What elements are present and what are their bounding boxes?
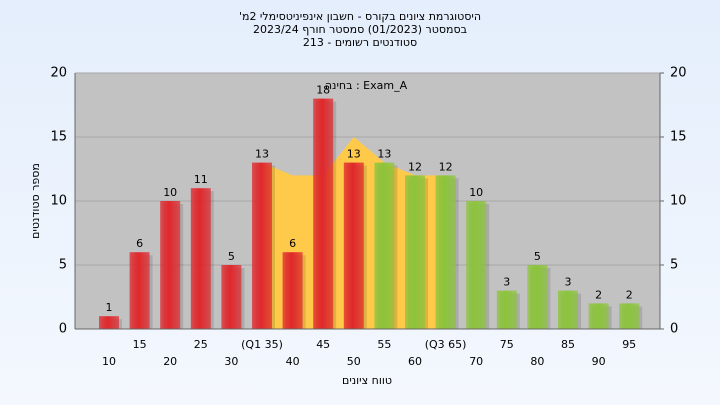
data-label: 13 [347, 148, 361, 161]
chart-title: היסטוגרמת ציונים בקורס - חשבון אינפיניטס… [239, 10, 481, 23]
bar [282, 252, 303, 329]
y2-tick-label: 5 [670, 258, 678, 273]
bar [252, 162, 272, 329]
bar [313, 98, 334, 329]
annotation: בחינה : Exam_A [325, 79, 408, 92]
data-label: 12 [408, 160, 422, 173]
data-label: 11 [194, 173, 208, 186]
data-label: 2 [595, 288, 602, 301]
data-label: 18 [316, 84, 330, 97]
bar [129, 252, 150, 329]
y2-tick-label: 0 [670, 322, 678, 337]
bar [343, 162, 364, 329]
x-tick-label: 40 [286, 355, 300, 368]
data-label: 12 [439, 160, 453, 173]
x-tick-label: 75 [500, 338, 514, 351]
bar [374, 162, 395, 329]
data-label: 13 [377, 148, 391, 161]
bar [99, 316, 119, 329]
x-tick-label: 60 [408, 355, 422, 368]
bar [160, 201, 181, 329]
bar [496, 290, 517, 329]
y-tick-label: 20 [50, 66, 67, 81]
y-tick-label: 10 [50, 194, 67, 209]
data-label: 10 [469, 186, 483, 199]
data-label: 5 [228, 250, 235, 263]
y-axis-label: מספר סטודנטים [29, 163, 42, 239]
data-label: 2 [626, 288, 633, 301]
y2-tick-label: 20 [670, 66, 687, 81]
x-tick-label: 55 [377, 338, 391, 351]
x-tick-label: 20 [163, 355, 177, 368]
x-tick-label: 90 [592, 355, 606, 368]
y-tick-label: 0 [59, 322, 67, 337]
bar [435, 175, 456, 329]
bar [558, 290, 578, 329]
x-tick-label: 95 [622, 338, 636, 351]
y-tick-label: 15 [50, 130, 67, 145]
x-tick-label: 50 [347, 355, 361, 368]
bar [619, 303, 640, 329]
data-label: 6 [136, 237, 143, 250]
bar [190, 188, 211, 329]
x-tick-label: 85 [561, 338, 575, 351]
data-label: 13 [255, 148, 269, 161]
x-tick-label: 30 [224, 355, 238, 368]
y-tick-label: 5 [59, 258, 67, 273]
x-tick-label: 25 [194, 338, 208, 351]
y2-tick-label: 15 [670, 130, 687, 145]
x-tick-label: (Q3 65) [425, 338, 467, 351]
x-tick-label: 10 [102, 355, 116, 368]
bar [466, 201, 487, 329]
x-tick-label: 45 [316, 338, 330, 351]
data-label: 6 [289, 237, 296, 250]
data-label: 3 [565, 276, 572, 289]
x-tick-label: 15 [133, 338, 147, 351]
bar [588, 303, 609, 329]
data-label: 3 [503, 276, 510, 289]
x-tick-label: 80 [530, 355, 544, 368]
bar [527, 265, 548, 329]
bar [405, 175, 425, 329]
bar [221, 265, 242, 329]
data-label: 1 [106, 301, 113, 314]
subtitle: בסמסטר (01/2023) סמסטר חורף 2023/24 [253, 23, 467, 36]
data-label: 10 [163, 186, 177, 199]
data-label: 5 [534, 250, 541, 263]
x-tick-label: (Q1 35) [241, 338, 283, 351]
x-axis-label: טווח ציונים [342, 374, 392, 387]
subtitle: סטודנטים רשומים - 213 [303, 36, 417, 49]
x-tick-label: 70 [469, 355, 483, 368]
y2-tick-label: 10 [670, 194, 687, 209]
